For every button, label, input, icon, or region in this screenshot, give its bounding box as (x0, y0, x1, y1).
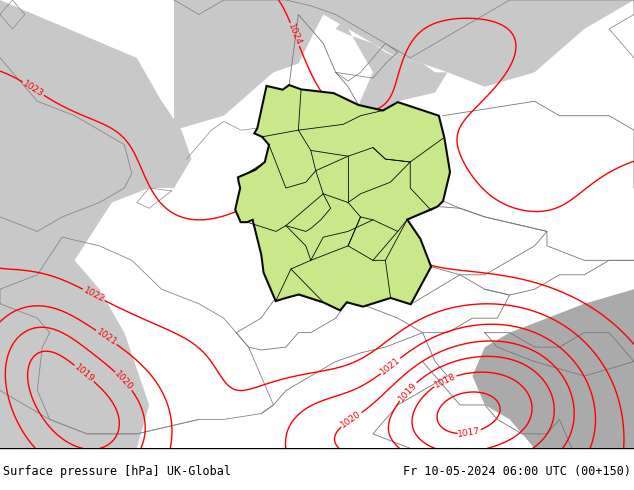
Text: 1021: 1021 (378, 355, 402, 376)
Text: 1022: 1022 (82, 286, 106, 304)
Text: 1020: 1020 (113, 369, 135, 392)
Polygon shape (472, 289, 634, 448)
Polygon shape (174, 0, 348, 130)
Text: 1019: 1019 (72, 363, 96, 384)
Polygon shape (0, 0, 191, 448)
Text: 1023: 1023 (22, 79, 46, 98)
Text: Surface pressure [hPa] UK-Global: Surface pressure [hPa] UK-Global (3, 465, 231, 478)
Polygon shape (335, 15, 448, 110)
Text: Fr 10-05-2024 06:00 UTC (00+150): Fr 10-05-2024 06:00 UTC (00+150) (403, 465, 631, 478)
Text: 1020: 1020 (339, 410, 363, 430)
Text: 1021: 1021 (94, 327, 119, 347)
Text: 1018: 1018 (432, 371, 457, 390)
Polygon shape (323, 0, 634, 87)
Text: 1024: 1024 (287, 22, 303, 47)
Text: 1019: 1019 (397, 380, 419, 403)
Polygon shape (235, 85, 450, 310)
Text: 1017: 1017 (456, 427, 481, 439)
